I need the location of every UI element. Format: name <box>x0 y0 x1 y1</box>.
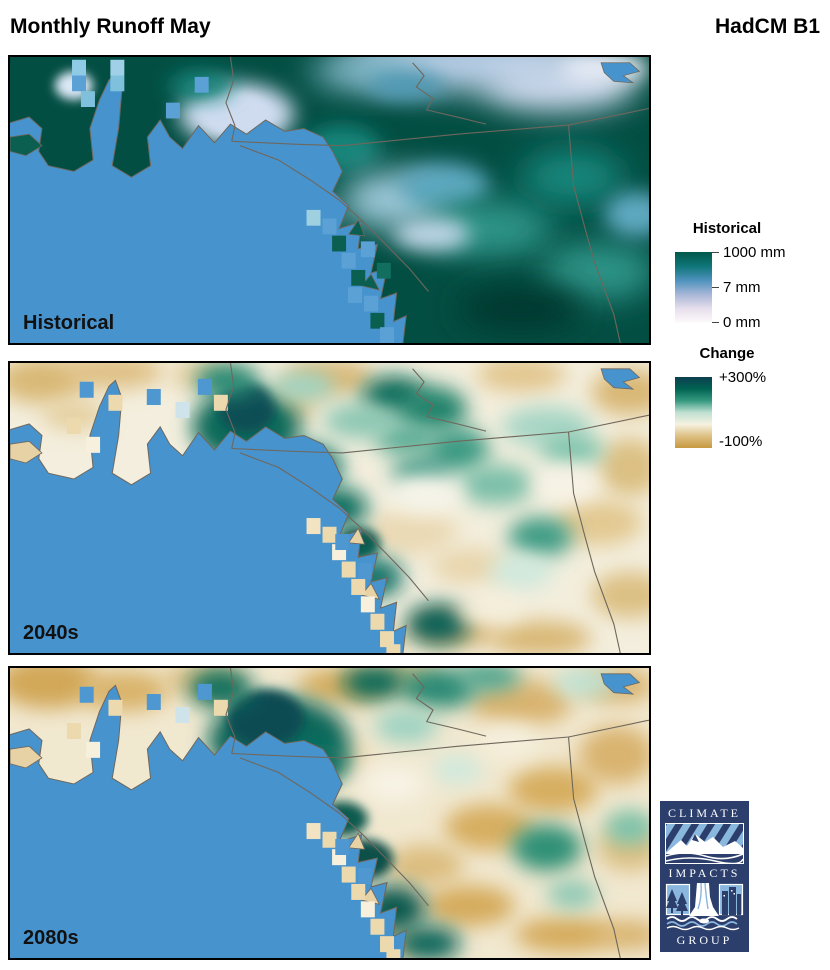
map-panel-historical: Historical <box>8 55 651 345</box>
island-kodiak <box>10 745 43 769</box>
logo-word-group: GROUP <box>676 933 733 947</box>
panel-label-2040s: 2040s <box>23 622 79 644</box>
coastal-grid-cells <box>72 59 394 343</box>
legend-historical-colorbar <box>675 252 712 323</box>
map-2040s <box>10 363 649 653</box>
logo-word-climate: CLIMATE <box>668 806 741 820</box>
coastline <box>10 73 407 343</box>
waterfall <box>689 883 719 916</box>
coastline <box>10 684 407 958</box>
coastal-grid-cells <box>66 683 401 958</box>
legend-historical-title: Historical <box>692 220 762 237</box>
lake <box>600 62 641 84</box>
legend-label-7mm: 7 mm <box>723 279 761 296</box>
logo-waterfall-art <box>665 883 744 931</box>
island <box>360 273 381 291</box>
legend-tick-1000mm <box>712 252 719 253</box>
model-scenario-label: HadCM B1 <box>714 15 820 38</box>
island <box>347 219 366 237</box>
logo-mountain-art <box>665 823 744 864</box>
political-boundaries <box>225 363 649 653</box>
legend-label-0mm: 0 mm <box>723 314 761 331</box>
legend-label-plus300: +300% <box>719 369 767 386</box>
panel-label-historical: Historical <box>23 312 115 334</box>
island-kodiak <box>10 440 43 464</box>
legend-tick-0mm <box>712 322 719 323</box>
lake <box>600 368 641 390</box>
map-panel-2080s: 2080s <box>8 666 651 960</box>
logo-word-impacts: IMPACTS <box>668 866 741 880</box>
island <box>347 832 366 850</box>
ocean <box>10 685 407 958</box>
ocean <box>10 74 407 343</box>
coastal-grid-cells <box>66 378 401 653</box>
legend-change-colorbar <box>675 377 712 448</box>
figure-title: Monthly Runoff May <box>10 15 211 38</box>
legend-tick-7mm <box>712 287 719 288</box>
island <box>347 527 366 545</box>
island-kodiak <box>10 133 43 157</box>
coastline <box>10 379 407 653</box>
lake <box>600 673 641 695</box>
legend-label-minus100: -100% <box>719 433 763 450</box>
map-panel-2040s: 2040s <box>8 361 651 655</box>
map-historical <box>10 57 649 343</box>
panel-label-2080s: 2080s <box>23 927 79 949</box>
map-2080s <box>10 668 649 958</box>
ocean <box>10 380 407 653</box>
legend-change-title: Change <box>699 345 755 362</box>
legend-label-1000mm: 1000 mm <box>723 244 786 261</box>
political-boundaries <box>225 57 649 343</box>
political-boundaries <box>225 668 649 958</box>
climate-impacts-group-logo: CLIMATE IMPACTS GROUP <box>660 801 749 952</box>
